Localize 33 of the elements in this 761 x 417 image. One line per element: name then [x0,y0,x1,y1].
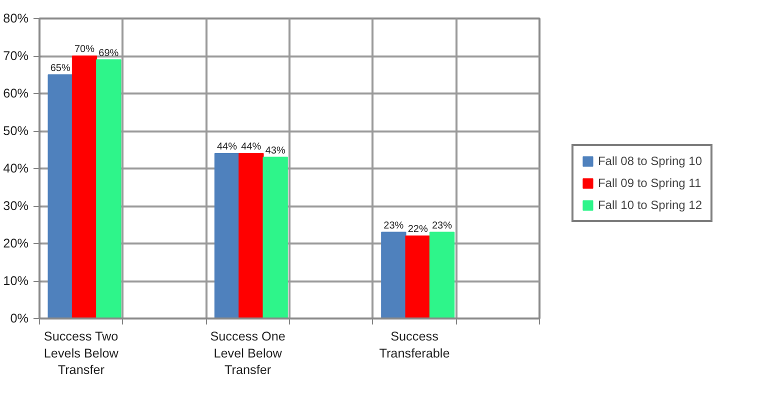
x-tick-label: Success One Level Below Transfer [210,330,286,378]
x-tick-label: Success Two Levels Below Transfer [44,330,120,378]
data-label: 43% [265,145,286,156]
bar [72,56,98,318]
y-tick-label: 80% [3,12,29,26]
bar [48,74,73,318]
bar [238,153,264,318]
y-tick-label: 20% [3,236,29,250]
data-label: 65% [50,62,70,74]
data-label: 22% [408,224,428,235]
bar [262,156,288,318]
data-label: 44% [216,142,238,152]
y-tick-label: 0% [10,312,29,326]
x-tick-label: Success Transferable [379,330,450,360]
bar [429,232,455,318]
legend-label: Fall 08 to Spring 10 [598,154,702,168]
y-tick-label: 40% [3,162,29,176]
legend-label: Fall 10 to Spring 12 [598,198,702,212]
y-tick-label: 70% [3,49,29,63]
bar [214,153,240,318]
data-label: 23% [432,220,452,232]
y-tick-label: 60% [3,86,29,100]
data-label: 23% [384,220,404,232]
data-label: 70% [74,44,95,55]
data-label: 44% [241,142,262,152]
bar [381,232,406,318]
y-tick-label: 10% [3,274,29,288]
y-tick-label: 50% [3,124,29,138]
y-tick-label: 30% [3,199,29,213]
bar [405,236,430,318]
data-label: 69% [98,48,119,59]
bar [96,59,122,318]
legend-label: Fall 09 to Spring 11 [598,176,702,190]
